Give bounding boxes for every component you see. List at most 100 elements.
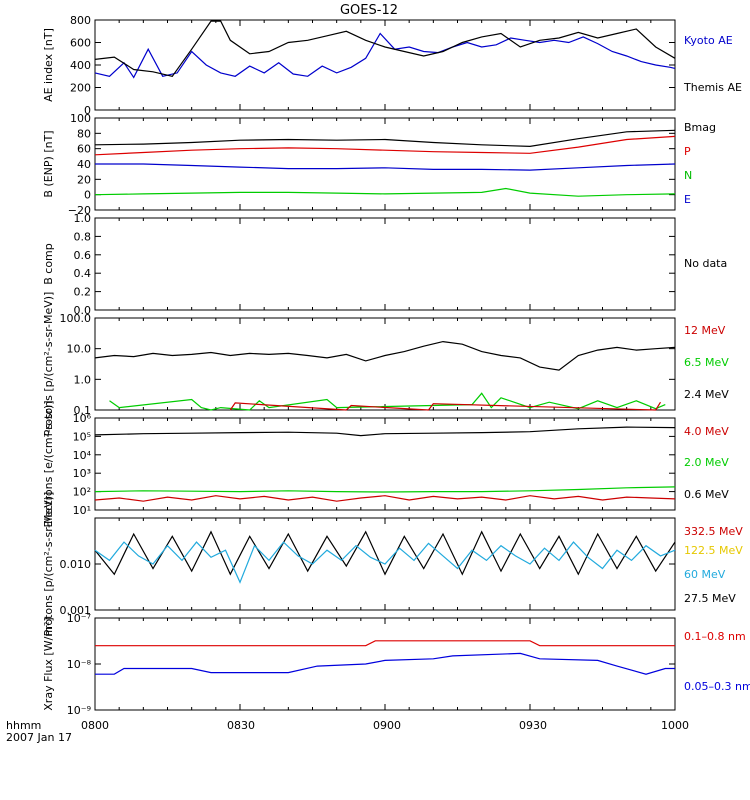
y-tick-label: 0.010	[60, 558, 92, 571]
plot-title: GOES-12	[340, 3, 398, 18]
y-tick-label: 0.8	[74, 230, 92, 243]
time-axis: 0800 0830 0900 0930 1000 hhmm 2007 Jan 1…	[6, 719, 689, 744]
legend-p: P	[684, 145, 691, 158]
series-line	[94, 530, 676, 576]
y-tick-label: 0	[84, 189, 91, 202]
series-line	[94, 32, 676, 79]
y-tick-label: 0.1	[74, 404, 92, 417]
series-line	[94, 426, 676, 437]
legend-bmag: Bmag	[684, 121, 716, 134]
y-tick-label: 0.4	[74, 267, 92, 280]
y-tick-label: 0.0	[74, 304, 92, 317]
no-data-label: No data	[684, 257, 727, 270]
legend-e: E	[684, 193, 691, 206]
y-tick-label: 80	[77, 127, 91, 140]
series-line	[94, 541, 676, 584]
legend-electrons: 4.0 MeV 2.0 MeV 0.6 MeV	[684, 425, 729, 501]
series-line	[94, 495, 676, 502]
y-tick-label: 10.0	[67, 343, 92, 356]
series-line	[95, 640, 675, 647]
series-line	[94, 340, 676, 371]
legend-themis-ae: Themis AE	[683, 81, 742, 94]
time-corner-label: hhmm	[6, 719, 41, 732]
y-tick-label: 1.0	[74, 373, 92, 386]
y-axis-label: Protons [p/(cm²-s-sr-MeV)]	[42, 292, 55, 437]
legend-4-0mev: 4.0 MeV	[684, 425, 729, 438]
legend-kyoto-ae: Kyoto AE	[684, 34, 733, 47]
y-tick-label: 40	[77, 158, 91, 171]
y-tick-label: −20	[68, 204, 91, 217]
y-tick-label: 100	[70, 112, 91, 125]
legend-60mev: 60 MeV	[684, 568, 726, 581]
panel-6: 0.001 0.010 Protons [p/(cm²-s-sr-MeV)]	[42, 492, 676, 637]
y-tick-label: 10¹	[73, 504, 91, 517]
panel-frame	[94, 217, 676, 311]
y-axis-label: B comp	[42, 243, 55, 285]
series-line	[229, 401, 662, 411]
legend-protons-high: 332.5 MeV 122.5 MeV 60 MeV 27.5 MeV	[684, 525, 743, 605]
legend-122-5mev: 122.5 MeV	[684, 544, 743, 557]
y-axis-label: B (ENP) [nT]	[42, 130, 55, 197]
legend-6-5mev: 6.5 MeV	[684, 356, 729, 369]
legend-27-5mev: 27.5 MeV	[684, 592, 736, 605]
series-line	[94, 486, 676, 493]
panel-5: 10¹ 10² 10³ 10⁴ 10⁵ 10⁶ Electrons [e/(cm²-s-sr…	[42, 400, 676, 528]
legend-332-5mev: 332.5 MeV	[684, 525, 743, 538]
legend-0-1-0-8nm: 0.1–0.8 nm	[684, 630, 746, 643]
time-tick-label: 1000	[661, 719, 689, 732]
panel-7: 10⁻⁹ 10⁻⁸ 10⁻⁷ Xray Flux [W/m²]	[42, 612, 676, 717]
y-tick-label: 10⁶	[73, 412, 92, 425]
series-line	[94, 20, 676, 77]
panel-2: −20 0 20 40 60 80 100 B (ENP) [nT]	[42, 112, 676, 217]
panel-4: 0.1 1.0 10.0 100.0 Protons [p/(cm²-s-sr-MeV)…	[42, 292, 676, 437]
y-axis-label: Electrons [e/(cm²-s-sr)]	[42, 400, 55, 527]
legend-protons-low: 12 MeV 6.5 MeV 2.4 MeV	[684, 324, 729, 401]
y-tick-label: 10⁻⁸	[67, 658, 92, 671]
legend-12mev: 12 MeV	[684, 324, 726, 337]
legend-0-05-0-3nm: 0.05–0.3 nm	[684, 680, 750, 693]
y-tick-label: 0.2	[74, 286, 92, 299]
y-axis-label: Protons [p/(cm²-s-sr-MeV)]	[42, 492, 55, 637]
y-tick-label: 400	[70, 59, 91, 72]
series-line	[94, 129, 676, 148]
y-tick-label: 0.001	[60, 604, 92, 617]
series-line	[95, 163, 676, 171]
panel-frame	[94, 617, 676, 711]
y-tick-label: 10⁵	[73, 430, 91, 443]
legend-2-4mev: 2.4 MeV	[684, 388, 729, 401]
date-label: 2007 Jan 17	[6, 731, 72, 744]
series-line	[95, 652, 675, 675]
time-tick-label: 0900	[373, 719, 401, 732]
y-tick-label: 200	[70, 82, 91, 95]
y-tick-label: 0	[84, 104, 91, 117]
y-tick-label: 0.6	[74, 249, 92, 262]
y-axis-label: Xray Flux [W/m²]	[42, 617, 55, 710]
y-tick-label: 100.0	[60, 312, 92, 325]
y-tick-label: 10³	[73, 467, 91, 480]
y-axis-label: AE index [nT]	[42, 28, 55, 102]
panel-1: 0 200 400 600 800 AE index [nT]	[42, 14, 676, 117]
legend-0-6mev: 0.6 MeV	[684, 488, 729, 501]
y-tick-label: 10⁻⁹	[67, 704, 91, 717]
panels-group: 0 200 400 600 800 AE index [nT] −20 0 20 40 60 80 10…	[42, 14, 676, 717]
y-tick-label: 60	[77, 143, 91, 156]
legend-xray: 0.1–0.8 nm 0.05–0.3 nm	[684, 630, 750, 693]
series-line	[94, 187, 676, 197]
legend-2-0mev: 2.0 MeV	[684, 456, 729, 469]
y-tick-label: 600	[70, 37, 91, 50]
time-tick-label: 0830	[227, 719, 255, 732]
y-tick-label: 20	[77, 173, 91, 186]
time-tick-label: 0800	[81, 719, 109, 732]
legend-n: N	[684, 169, 692, 182]
time-tick-label: 0930	[519, 719, 547, 732]
panel-frame	[94, 317, 676, 411]
y-tick-label: 10⁴	[73, 449, 92, 462]
y-tick-label: 10⁻⁷	[67, 612, 91, 625]
y-tick-label: 800	[70, 14, 91, 27]
panel-3: 0.0 0.2 0.4 0.6 0.8 1.0 B comp	[42, 212, 676, 317]
series-line	[94, 135, 676, 156]
y-tick-label: 1.0	[74, 212, 92, 225]
legend-bfield: Bmag P N E	[684, 121, 716, 206]
legend-ae: Kyoto AE Themis AE	[683, 34, 742, 94]
